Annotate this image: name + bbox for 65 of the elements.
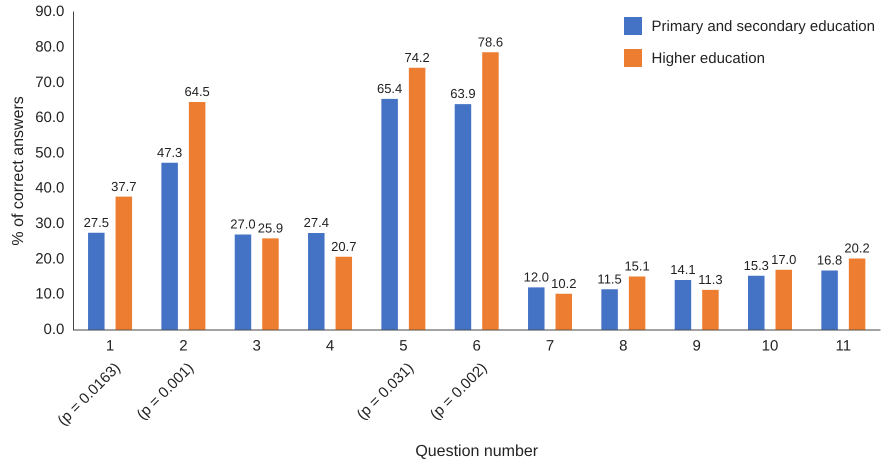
data-label: 27.4 — [304, 215, 329, 230]
bar — [482, 52, 499, 330]
y-tick-label: 60.0 — [35, 109, 64, 126]
y-tick-label: 70.0 — [35, 74, 64, 91]
data-label: 12.0 — [524, 270, 549, 285]
data-label: 14.1 — [670, 262, 696, 278]
bar — [674, 280, 692, 330]
bar — [116, 196, 132, 330]
bar — [821, 270, 838, 330]
y-axis-title: % of correct answers — [10, 96, 28, 246]
data-label: 15.1 — [624, 258, 650, 274]
data-label: 10.2 — [551, 276, 576, 291]
y-tick-label: 20.0 — [35, 250, 64, 268]
bar — [528, 287, 545, 330]
x-tick-label: 10 — [762, 337, 778, 354]
x-tick-label: 3 — [252, 337, 261, 354]
x-tick-label: 11 — [836, 337, 852, 354]
data-label: 20.7 — [331, 238, 356, 254]
bar — [188, 102, 206, 330]
x-tick-label: 9 — [692, 337, 701, 354]
y-tick-label: 50.0 — [35, 144, 64, 162]
data-label: 25.9 — [258, 220, 284, 236]
data-label: 78.6 — [478, 34, 504, 50]
bar — [336, 256, 352, 330]
data-label: 64.5 — [184, 84, 210, 100]
y-tick-label: 0.0 — [44, 320, 64, 338]
bar — [601, 289, 618, 330]
bar — [408, 68, 426, 330]
bar — [628, 276, 646, 330]
data-label: 63.9 — [450, 86, 476, 102]
data-label: 15.3 — [744, 258, 769, 273]
data-label: 20.2 — [844, 240, 870, 256]
x-tick-label: 7 — [546, 337, 554, 354]
legend-label: Primary and secondary education — [652, 18, 875, 34]
x-axis-title: Question number — [415, 442, 539, 460]
bar — [161, 162, 178, 330]
bar — [454, 104, 472, 330]
data-label: 27.5 — [84, 214, 109, 230]
data-label: 74.2 — [404, 50, 430, 65]
bar — [381, 98, 398, 330]
x-tick-label: 4 — [326, 337, 334, 354]
bar — [234, 234, 252, 330]
data-label: 47.3 — [156, 144, 182, 160]
bar — [848, 258, 866, 330]
bar — [702, 290, 719, 330]
bar — [748, 276, 765, 330]
y-tick-label: 10.0 — [35, 286, 64, 303]
legend-label: Higher education — [652, 50, 765, 66]
data-label: 17.0 — [771, 252, 796, 267]
data-label: 27.0 — [230, 216, 256, 232]
bar — [88, 232, 105, 330]
data-label: 37.7 — [111, 178, 136, 194]
bar — [776, 270, 792, 330]
data-label: 16.8 — [816, 252, 842, 268]
data-label: 11.5 — [597, 271, 622, 286]
data-label: 11.3 — [698, 272, 723, 287]
y-tick-label: 40.0 — [35, 180, 64, 197]
bar — [556, 294, 572, 330]
bar — [308, 233, 325, 330]
x-tick-label: 8 — [619, 337, 628, 354]
y-tick-label: 80.0 — [35, 38, 64, 56]
y-tick-label: 30.0 — [35, 215, 64, 232]
y-tick-label: 90.0 — [35, 3, 64, 20]
data-label: 65.4 — [376, 80, 402, 96]
bar — [262, 238, 279, 330]
